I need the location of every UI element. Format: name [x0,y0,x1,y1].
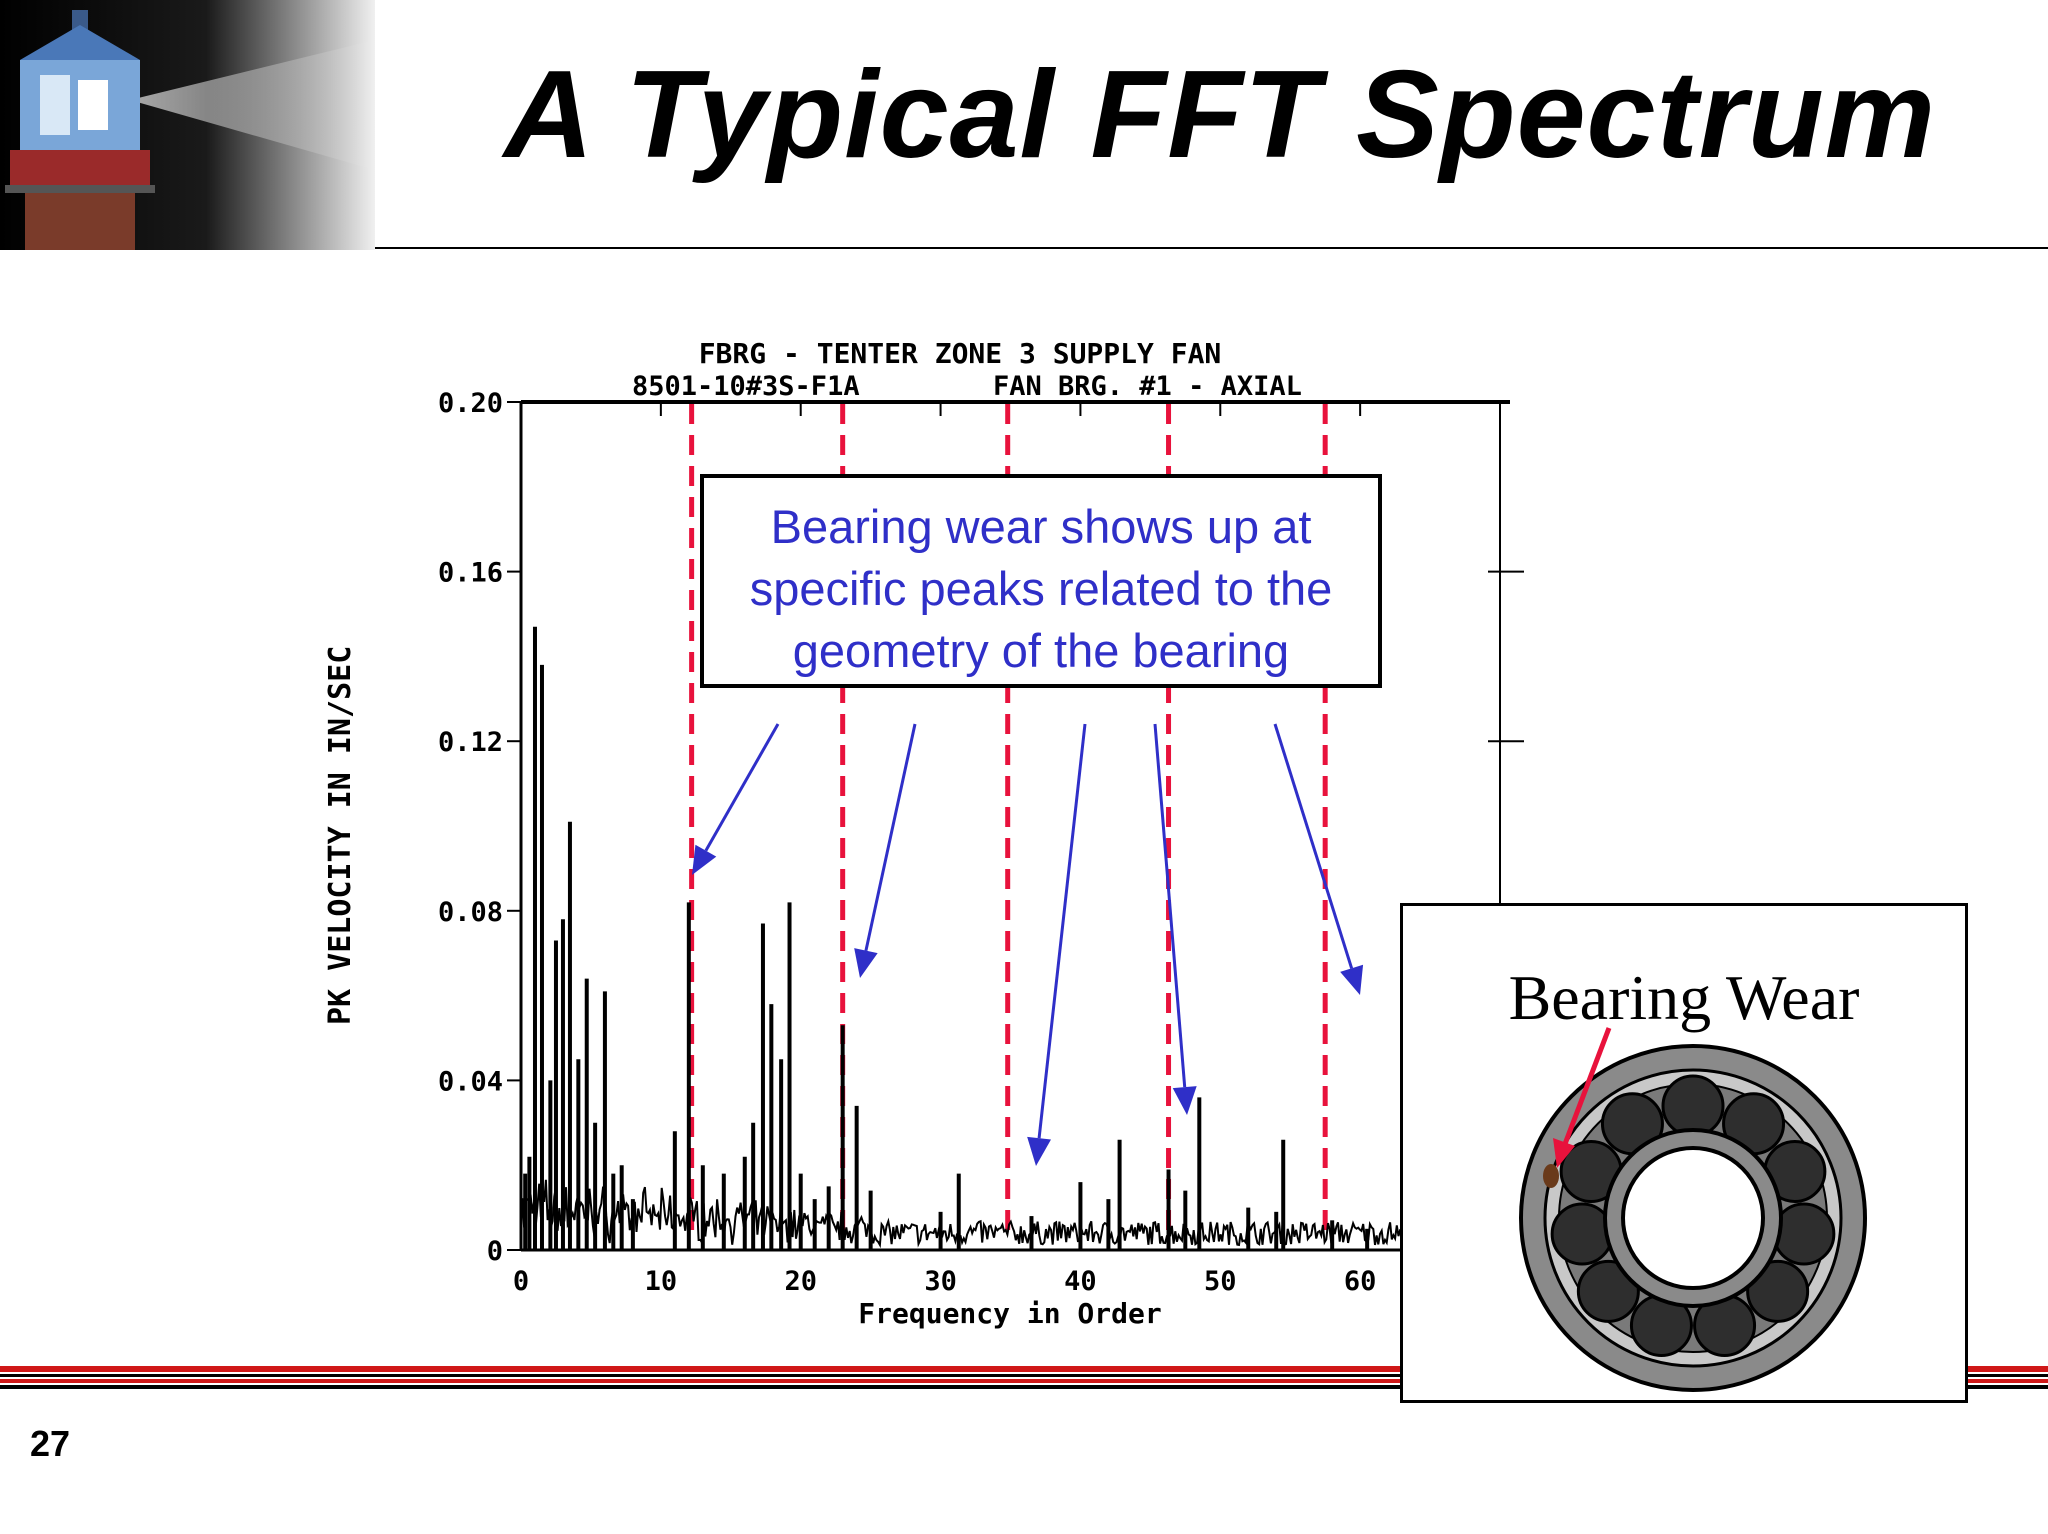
callout-line: geometry of the bearing [792,624,1290,677]
footer-stripes [0,1366,2048,1389]
y-axis-label: PK VELOCITY IN IN/SEC [323,646,358,1025]
y-axis-ticks: 0 0.04 0.08 0.12 0.16 0.20 [438,388,1524,1267]
arrow-head [1027,1136,1052,1166]
bearing-ball [1746,1259,1810,1323]
arrow-head [692,844,717,875]
callout-arrow [704,723,780,852]
callout-arrow [1153,723,1187,1088]
y-tick-label: 0.04 [438,1066,503,1097]
slide-title: A Typical FFT Spectrum [503,46,1937,184]
lighthouse-logo-icon [0,0,375,250]
bearing-ball [1576,1259,1640,1323]
chart-subtitle-right: FAN BRG. #1 - AXIAL [993,371,1302,402]
x-tick-label: 10 [645,1266,678,1297]
inset-title: Bearing Wear [1508,962,1860,1033]
x-tick-label: 20 [784,1266,817,1297]
bearing-ball [1772,1202,1836,1266]
x-tick-label: 0 [513,1266,529,1297]
y-tick-label: 0.08 [438,897,503,928]
x-axis-ticks: 0 10 20 30 40 50 60 [513,402,1377,1297]
plot-frame [519,400,1510,1252]
bearing-inset: Bearing Wear [1400,903,1968,1403]
callout-arrow [1037,723,1087,1139]
x-tick-label: 30 [924,1266,957,1297]
callout-text: Bearing wear shows up at specific peaks … [704,496,1378,682]
chart-subtitle-left: 8501-10#3S-F1A [632,371,860,402]
y-tick-label: 0.16 [438,558,503,589]
y-tick-label: 0.12 [438,727,503,758]
callout-arrow [1273,723,1354,969]
spectrum-trace [521,626,1495,1250]
page-number: 27 [30,1423,71,1464]
chart-title: FBRG - TENTER ZONE 3 SUPPLY FAN [699,337,1222,370]
callout-line: specific peaks related to the [749,562,1333,615]
arrow-head [1172,1086,1197,1115]
y-tick-label: 0 [487,1236,503,1267]
bearing-ball [1661,1074,1725,1138]
x-tick-label: 40 [1064,1266,1097,1297]
callout-box: Bearing wear shows up at specific peaks … [700,474,1382,688]
callout-arrow [864,723,917,951]
x-tick-label: 60 [1344,1266,1377,1297]
x-axis-label: Frequency in Order [858,1297,1161,1330]
ball-bearing-icon [1519,1027,1867,1392]
x-tick-label: 50 [1204,1266,1237,1297]
arrow-head [1340,964,1364,995]
callout-line: Bearing wear shows up at [770,500,1312,553]
arrow-head [854,948,878,978]
title-divider [375,247,2048,249]
callout-arrows [692,723,1364,1166]
bearing-ball [1550,1202,1614,1266]
y-tick-label: 0.20 [438,388,503,419]
